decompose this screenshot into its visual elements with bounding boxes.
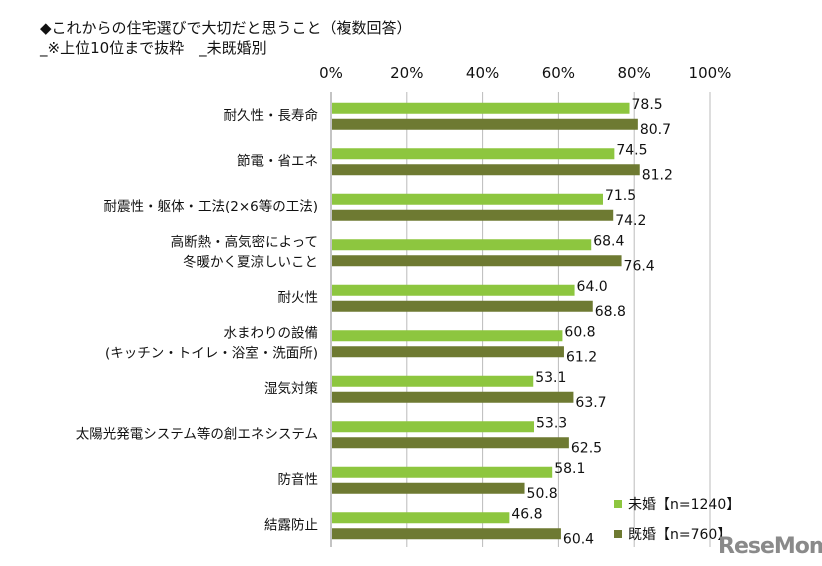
x-tick-label: 100% [689, 64, 732, 82]
category-label: 水まわりの設備 [224, 325, 319, 341]
data-label: 46.8 [511, 506, 542, 522]
data-label: 74.5 [616, 142, 647, 158]
x-tick-label: 40% [466, 64, 499, 82]
category-label: 防音性 [278, 471, 319, 488]
legend-label: 既婚【n=760】 [628, 527, 731, 543]
data-label: 60.4 [563, 531, 594, 547]
bar-unmarried [332, 330, 563, 342]
bar-married [332, 437, 569, 449]
data-label: 64.0 [577, 279, 608, 295]
category-label: 耐久性・長寿命 [224, 107, 319, 124]
category-label: 太陽光発電システム等の創エネシステム [76, 425, 318, 442]
chart-title: ◆これからの住宅選びで大切だと思うこと（複数回答） [40, 19, 412, 37]
data-label: 50.8 [527, 486, 558, 502]
bar-unmarried [332, 512, 510, 524]
data-label: 76.4 [624, 258, 655, 274]
bar-married [332, 118, 638, 130]
category-label: 結露防止 [264, 517, 318, 533]
data-label: 53.1 [535, 370, 566, 386]
bar-married [332, 255, 622, 267]
x-tick-label: 60% [542, 64, 575, 82]
category-label: 湿気対策 [264, 380, 318, 397]
bar-married [332, 482, 525, 494]
bar-unmarried [332, 466, 553, 478]
x-tick-label: 0% [319, 64, 343, 82]
category-label: (キッチン・トイレ・浴室・洗面所) [105, 344, 318, 361]
bar-unmarried [332, 421, 535, 433]
bar-unmarried [332, 148, 615, 160]
legend-swatch [614, 500, 622, 508]
data-label: 58.1 [554, 461, 585, 477]
data-label: 62.5 [571, 440, 602, 456]
data-label: 71.5 [605, 188, 636, 204]
legend-label: 未婚【n=1240】 [628, 497, 740, 513]
bar-unmarried [332, 239, 592, 251]
category-label: 耐震性・躯体・工法(2×6等の工法) [103, 198, 318, 215]
data-label: 68.8 [595, 304, 626, 320]
data-label: 63.7 [575, 395, 606, 411]
data-label: 61.2 [566, 349, 597, 365]
data-label: 74.2 [615, 213, 646, 229]
bar-unmarried [332, 193, 603, 205]
data-label: 78.5 [632, 97, 663, 113]
bar-unmarried [332, 284, 575, 296]
x-tick-label: 80% [618, 64, 651, 82]
category-label: 冬暖かく夏涼しいこと [183, 254, 318, 270]
chart-subtitle: _※上位10位まで抜粋 _未既婚別 [40, 39, 267, 57]
bar-married [332, 164, 640, 176]
bar-married [332, 209, 614, 221]
data-label: 53.3 [536, 415, 567, 431]
bar-married [332, 300, 593, 312]
category-label: 高断熱・高気密によって [171, 233, 318, 250]
category-label: 節電・省エネ [237, 153, 318, 169]
data-label: 68.4 [593, 233, 624, 249]
bar-unmarried [332, 102, 630, 114]
legend-swatch [614, 530, 622, 538]
data-label: 60.8 [564, 324, 595, 340]
bar-married [332, 391, 574, 403]
bar-unmarried [332, 375, 534, 387]
data-label: 80.7 [640, 122, 671, 138]
x-tick-label: 20% [390, 64, 423, 82]
bar-married [332, 346, 564, 358]
data-label: 81.2 [642, 167, 673, 183]
bar-married [332, 528, 561, 540]
resemom-logo: ReseMom [718, 534, 822, 559]
category-label: 耐火性 [278, 290, 319, 306]
